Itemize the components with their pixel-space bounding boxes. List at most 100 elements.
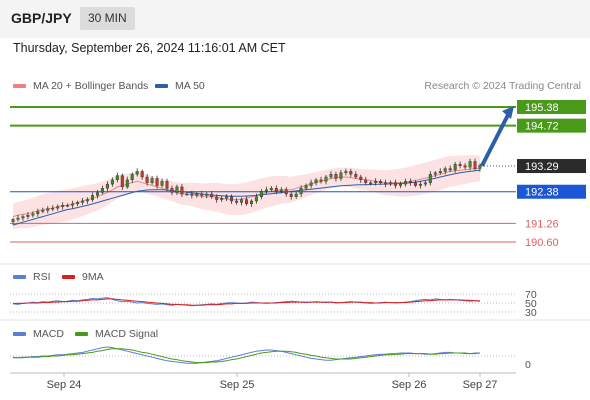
candle-body: [130, 173, 134, 180]
candle-body: [31, 213, 35, 216]
candle-body: [274, 188, 278, 192]
chart-datetime: Thursday, September 26, 2024 11:16:01 AM…: [13, 41, 286, 55]
candle-body: [314, 179, 318, 183]
candle-body: [324, 176, 328, 182]
candle-body: [125, 179, 129, 188]
candle-body: [165, 181, 169, 189]
candle-body: [339, 172, 343, 179]
candle-body: [264, 189, 268, 192]
candle-body: [215, 196, 219, 200]
x-tick-label: Sep 25: [220, 379, 255, 391]
candle-body: [389, 182, 393, 185]
candle-body: [230, 196, 234, 202]
candle-body: [185, 193, 189, 196]
candle-body: [269, 188, 273, 190]
candle-body: [90, 195, 94, 200]
rsi-ma-swatch-icon: [62, 275, 75, 279]
rsi-tick-label: 70: [525, 289, 537, 301]
legend-macd-signal-label: MACD Signal: [95, 328, 159, 340]
rsi-tick-label: 50: [525, 298, 537, 310]
candle-body: [56, 206, 60, 209]
candle-body: [110, 179, 114, 185]
candle-body: [135, 171, 139, 175]
level-label-support: 190.60: [525, 237, 559, 249]
candle-body: [46, 208, 50, 211]
candle-body: [205, 193, 209, 196]
candle-body: [235, 200, 239, 203]
candle-body: [145, 176, 149, 183]
rsi-swatch-icon: [13, 275, 26, 279]
level-label-bg: [517, 118, 586, 133]
candle-body: [76, 202, 80, 205]
candle-body: [26, 214, 30, 217]
level-label-support: 191.26: [525, 218, 559, 230]
candle-body: [423, 182, 427, 185]
legend-rsi-label: RSI: [33, 271, 51, 283]
macd-line: [12, 346, 480, 364]
ma50-swatch-icon: [155, 84, 168, 88]
candle-body: [41, 210, 45, 212]
candle-body: [225, 196, 229, 199]
x-tick-label: Sep 26: [392, 379, 427, 391]
candle-body: [413, 182, 417, 186]
timeframe-button[interactable]: 30 MIN: [80, 7, 135, 30]
legend-ma50: MA 50: [155, 80, 205, 92]
price-level-labels: 195.38 194.72 193.29 192.38 191.26 190.60: [517, 100, 586, 249]
level-label-pivot: 192.38: [525, 187, 559, 199]
candle-body: [428, 173, 432, 183]
moving-averages: [12, 169, 481, 226]
candle-body: [105, 183, 109, 189]
candle-body: [249, 200, 253, 204]
level-label-target: 195.38: [525, 102, 559, 114]
candle-body: [140, 171, 144, 178]
candle-body: [394, 182, 398, 186]
candle-body: [81, 200, 85, 203]
candle-body: [100, 188, 104, 193]
candle-body: [11, 219, 15, 222]
x-axis: Sep 24 Sep 25 Sep 26 Sep 27: [47, 373, 498, 391]
candle-body: [453, 164, 457, 171]
x-tick-label: Sep 27: [463, 379, 498, 391]
candle-body: [200, 193, 204, 196]
x-tick-label: Sep 24: [47, 379, 82, 391]
level-label-resistance: 194.72: [525, 121, 559, 133]
candle-body: [180, 186, 184, 195]
candle-body: [71, 203, 75, 206]
candle-body: [384, 182, 388, 185]
macd-signal-swatch-icon: [75, 332, 88, 336]
candle-body: [349, 171, 353, 175]
candle-body: [160, 181, 164, 186]
macd-swatch-icon: [13, 332, 26, 336]
legend-rsi-ma-label: 9MA: [82, 271, 104, 283]
candle-body: [448, 168, 452, 171]
candle-body: [329, 173, 333, 178]
candle-body: [433, 172, 437, 175]
candle-body: [175, 186, 179, 193]
candle-body: [254, 196, 258, 202]
candle-body: [220, 197, 224, 200]
candle-body: [458, 164, 462, 166]
candle-body: [244, 199, 248, 205]
candle-body: [404, 181, 408, 185]
arrow-head: [502, 106, 514, 119]
legend-bollinger: MA 20 + Bollinger Bands: [13, 80, 148, 92]
candle-body: [21, 216, 25, 219]
forecast-arrow-icon: [480, 106, 514, 167]
candle-body: [51, 207, 55, 210]
candle-body: [364, 179, 368, 183]
legend-macd: MACD: [13, 328, 64, 340]
legend-rsi-ma: 9MA: [62, 271, 104, 283]
symbol-title: GBP/JPY: [11, 10, 72, 26]
candle-body: [115, 175, 119, 181]
candle-body: [120, 175, 124, 188]
candle-body: [195, 193, 199, 196]
bollinger-bands: [12, 155, 480, 230]
legend-rsi: RSI: [13, 271, 51, 283]
candle-body: [61, 205, 65, 207]
candle-body: [418, 183, 422, 186]
candle-body: [85, 199, 89, 202]
candle-body: [344, 171, 348, 173]
candle-body: [304, 185, 308, 189]
